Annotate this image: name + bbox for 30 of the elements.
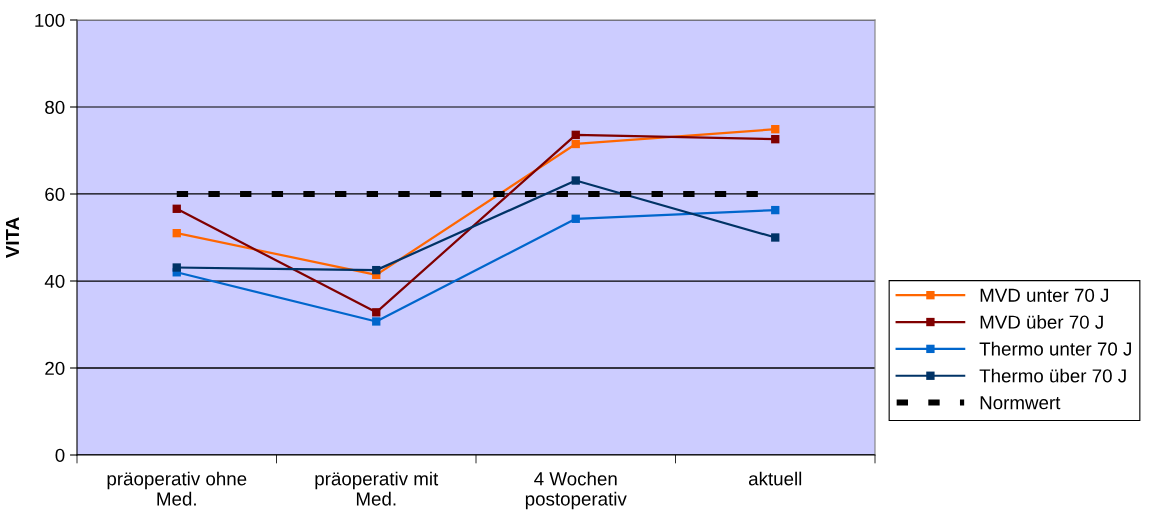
point bbox=[372, 317, 381, 326]
legend-label: Thermo über 70 J bbox=[979, 368, 1126, 383]
y-tick-label: 60 bbox=[45, 187, 65, 201]
point bbox=[172, 204, 181, 213]
legend-label: MVD unter 70 J bbox=[980, 288, 1109, 302]
point bbox=[771, 135, 780, 144]
x-tick-label: präoperativ ohne Med. bbox=[107, 471, 247, 506]
legend-label: Thermo unter 70 J bbox=[979, 341, 1131, 356]
point bbox=[172, 228, 181, 238]
x-tick-label: 4 Wochen postoperativ bbox=[525, 471, 627, 510]
point bbox=[571, 214, 580, 223]
point bbox=[771, 125, 780, 134]
x-tick-label: aktuell bbox=[748, 471, 802, 486]
legend-label: Normwert bbox=[980, 396, 1061, 410]
y-axis-title: VITA bbox=[6, 217, 19, 259]
point bbox=[172, 263, 181, 272]
x-tick-label: präoperativ mit Med. bbox=[315, 471, 439, 506]
point bbox=[571, 176, 580, 185]
legend-label: MVD über 70 J bbox=[980, 315, 1103, 329]
point bbox=[771, 205, 780, 215]
point bbox=[372, 308, 381, 317]
y-tick-label: 0 bbox=[55, 448, 65, 462]
y-tick-label: 80 bbox=[45, 100, 65, 114]
y-tick-label: 100 bbox=[35, 13, 65, 27]
point bbox=[372, 265, 381, 275]
point bbox=[771, 233, 780, 242]
point bbox=[571, 139, 580, 149]
y-tick-label: 40 bbox=[44, 274, 65, 288]
point bbox=[571, 130, 580, 140]
y-tick-label: 20 bbox=[45, 361, 65, 375]
